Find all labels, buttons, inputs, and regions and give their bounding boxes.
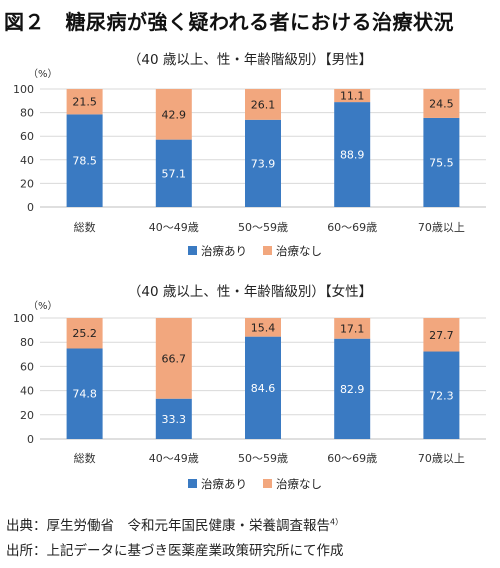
bar-treated (334, 102, 371, 207)
bar-untreated (66, 318, 103, 349)
legend-label: 治療なし (276, 244, 322, 258)
source-citation-text: 出典：厚生労働省 令和元年国民健康・栄養調査報告 (6, 518, 330, 534)
data-label: 33.3 (162, 413, 187, 426)
x-tick-label: 50～59歳 (238, 221, 288, 234)
y-axis-unit: （%） (28, 68, 58, 80)
data-label: 73.9 (251, 157, 276, 170)
x-tick-label: 40～49歳 (149, 221, 199, 234)
y-tick-label: 20 (20, 177, 34, 190)
y-tick-label: 40 (20, 385, 34, 398)
data-label: 24.5 (429, 97, 454, 110)
citation-superscript: 4） (330, 517, 344, 527)
bar-untreated (155, 89, 192, 140)
figure-title: 図２ 糖尿病が強く疑われる者における治療状況 (4, 10, 454, 34)
y-tick-label: 60 (20, 360, 34, 373)
y-tick-label: 100 (13, 312, 34, 325)
chart-subtitle: （40 歳以上、性・年齢階級別）【男性】 (128, 52, 372, 68)
bar-treated (155, 139, 192, 207)
y-tick-label: 0 (27, 201, 34, 214)
data-label: 26.1 (251, 98, 276, 111)
source-citation: 出典：厚生労働省 令和元年国民健康・栄養調査報告4） (6, 514, 344, 535)
y-axis-unit: （%） (28, 300, 58, 312)
data-label: 66.7 (162, 352, 187, 365)
legend-swatch-treated (188, 479, 197, 488)
bar-treated (423, 117, 460, 207)
x-tick-label: 60～69歳 (327, 452, 377, 465)
bar-untreated (155, 318, 192, 399)
x-tick-label: 60～69歳 (327, 221, 377, 234)
legend-label: 治療あり (201, 477, 247, 491)
data-label: 25.2 (72, 327, 97, 340)
data-label: 74.8 (72, 388, 97, 401)
legend-swatch-untreated (263, 479, 272, 488)
y-tick-label: 60 (20, 130, 34, 143)
data-label: 57.1 (162, 167, 187, 180)
data-label: 27.7 (429, 329, 454, 342)
bar-untreated (334, 89, 371, 103)
y-tick-label: 80 (20, 107, 34, 120)
data-label: 11.1 (340, 90, 365, 103)
legend-swatch-treated (188, 246, 197, 255)
bar-treated (245, 336, 281, 439)
bar-treated (423, 351, 460, 439)
legend-swatch-untreated (263, 246, 272, 255)
bar-treated (245, 119, 281, 207)
x-tick-label: 40～49歳 (149, 452, 199, 465)
data-label: 88.9 (340, 149, 365, 162)
data-label: 17.1 (340, 322, 365, 335)
data-label: 15.4 (251, 321, 276, 334)
x-tick-label: 総数 (74, 451, 96, 465)
data-label: 84.6 (251, 382, 276, 395)
x-tick-label: 総数 (74, 220, 96, 234)
legend-label: 治療なし (276, 477, 322, 491)
data-label: 21.5 (72, 96, 97, 109)
legend-label: 治療あり (201, 244, 247, 258)
bar-treated (334, 338, 371, 439)
bar-untreated (245, 318, 281, 337)
bar-untreated (423, 89, 460, 118)
bar-untreated (66, 89, 103, 115)
y-tick-label: 80 (20, 336, 34, 349)
chart-panel-2: （40 歳以上、性・年齢階級別）【女性】 （%） 0 20 40 60 80 100 74.8 2… (13, 283, 486, 491)
data-label: 72.3 (429, 389, 454, 402)
y-tick-label: 40 (20, 154, 34, 167)
data-label: 78.5 (72, 155, 97, 168)
bar-untreated (334, 318, 371, 339)
data-label: 82.9 (340, 383, 365, 396)
x-tick-label: 70歳以上 (418, 452, 465, 465)
bar-treated (66, 348, 103, 439)
y-tick-label: 100 (13, 83, 34, 96)
x-tick-label: 50～59歳 (238, 452, 288, 465)
data-label: 42.9 (162, 108, 187, 121)
chart-panel-1: （40 歳以上、性・年齢階級別）【男性】 （%） 0 20 40 60 80 100 78.5 2… (13, 52, 486, 258)
chart-subtitle: （40 歳以上、性・年齢階級別）【女性】 (128, 283, 372, 300)
y-tick-label: 20 (20, 409, 34, 422)
bar-treated (155, 398, 192, 439)
bar-untreated (423, 318, 460, 352)
x-tick-label: 70歳以上 (418, 221, 465, 234)
bar-treated (66, 114, 103, 207)
data-label: 75.5 (429, 156, 454, 169)
bar-untreated (245, 89, 281, 120)
source-attribution: 出所：上記データに基づき医薬産業政策研究所にて作成 (6, 543, 344, 559)
y-tick-label: 0 (27, 433, 34, 446)
